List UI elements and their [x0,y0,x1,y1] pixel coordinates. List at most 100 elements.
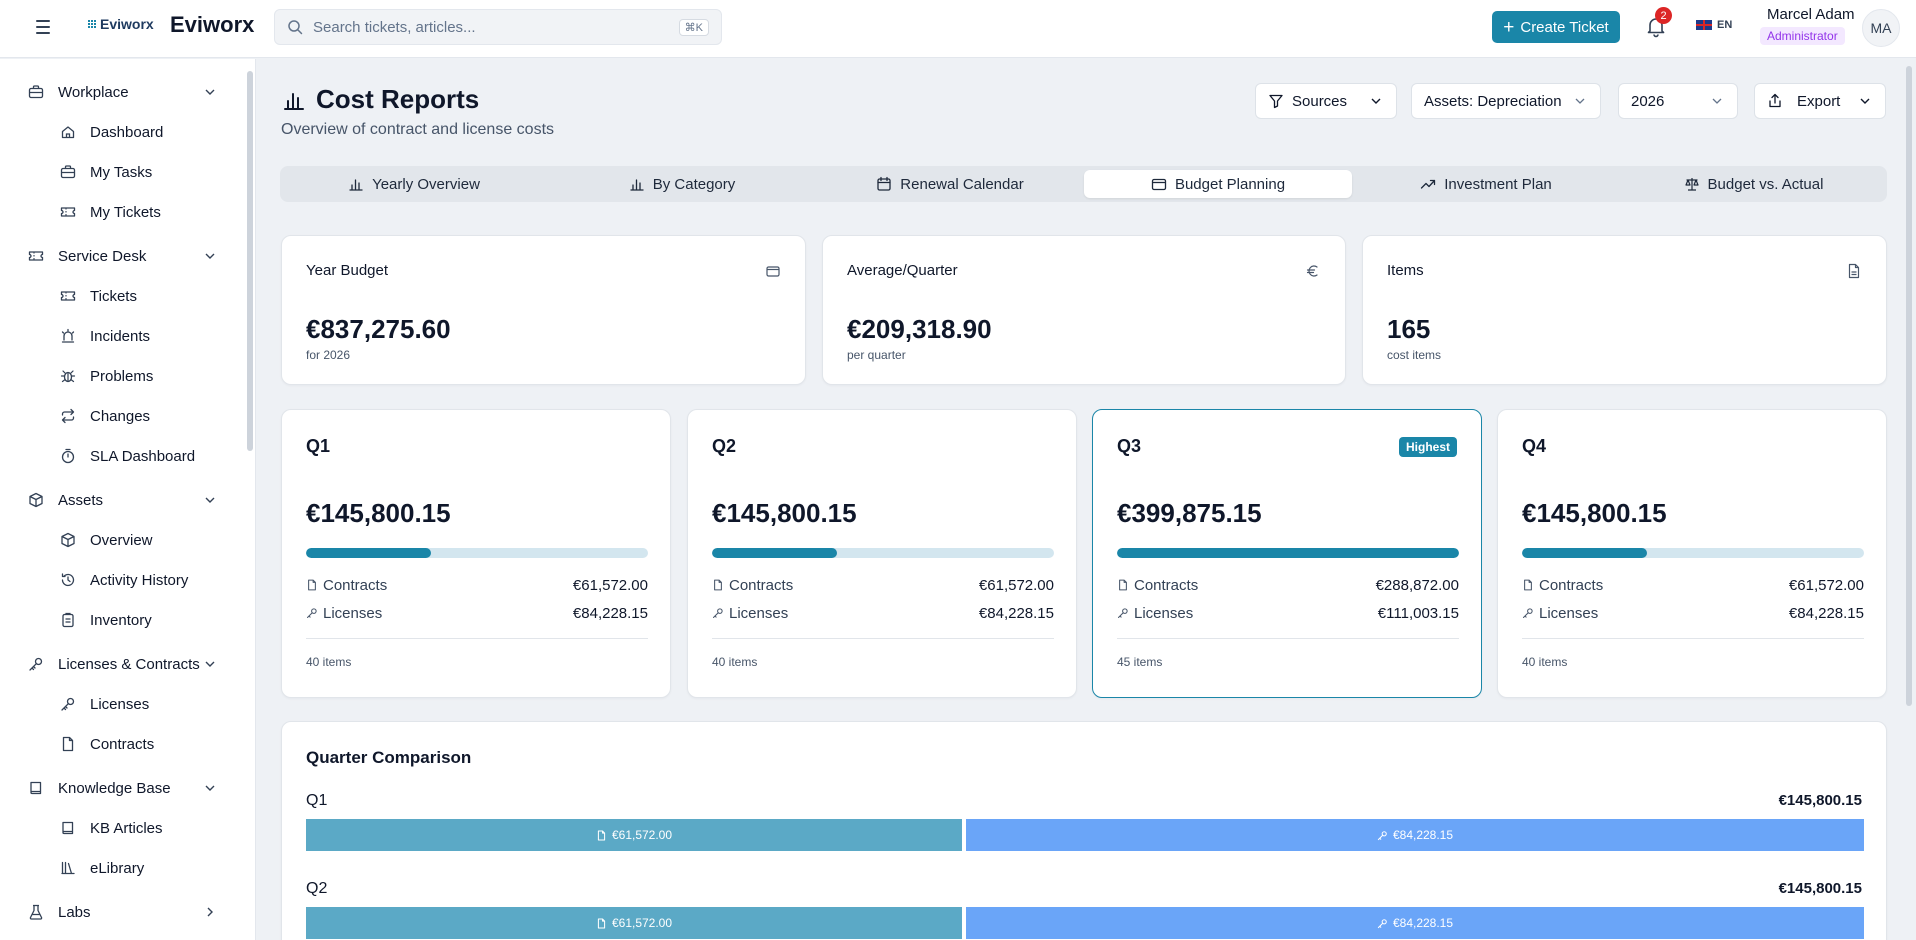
scale-icon [1684,178,1699,191]
sidebar: Workplace Dashboard My Tasks My Tickets … [0,59,256,940]
create-ticket-label: Create Ticket [1520,18,1609,36]
quarter-total: €145,800.15 [1522,498,1667,528]
quarter-contracts-row: Contracts €288,872.00 [1117,575,1459,595]
sidebar-item-overview[interactable]: Overview [60,528,153,552]
page-subtitle: Overview of contract and license costs [281,121,555,138]
sidebar-item-my-tickets[interactable]: My Tickets [60,200,161,224]
contracts-value: €61,572.00 [1788,576,1864,594]
sidebar-item-label: Dashboard [90,123,164,141]
search-box[interactable]: ⌘K [274,9,722,45]
sidebar-item-label: Licenses [90,695,150,713]
contracts-label: Contracts [1539,576,1604,594]
sidebar-item-sla-dashboard[interactable]: SLA Dashboard [60,444,195,468]
comparison-quarter-total: €145,800.15 [1778,880,1862,897]
sidebar-group-labs[interactable]: Labs [28,900,218,924]
flask-icon [29,904,43,920]
tab-investment-plan[interactable]: Investment Plan [1352,170,1620,198]
sidebar-item-contracts[interactable]: Contracts [60,732,154,756]
search-input[interactable] [313,18,673,36]
quarter-title: Q3 [1117,436,1142,456]
stat-subtext: for 2026 [306,348,351,362]
year-select[interactable]: 2026 [1618,83,1738,119]
divider [712,638,1054,639]
divider [306,638,648,639]
sidebar-item-label: Contracts [90,735,155,753]
quarter-licenses-row: Licenses €84,228.15 [306,603,648,623]
export-button[interactable]: Export [1754,83,1886,119]
sidebar-item-tickets[interactable]: Tickets [60,284,137,308]
tab-yearly-overview[interactable]: Yearly Overview [280,170,548,198]
quarter-progress-bar [1117,548,1459,558]
tab-renewal-calendar[interactable]: Renewal Calendar [816,170,1084,198]
sidebar-item-activity-history[interactable]: Activity History [60,568,188,592]
tab-budget-planning[interactable]: Budget Planning [1084,170,1352,198]
sidebar-item-elibrary[interactable]: eLibrary [60,856,144,880]
licenses-value: €84,228.15 [978,604,1054,622]
contracts-segment[interactable]: €61,572.00 [306,907,962,939]
sources-filter[interactable]: Sources [1255,83,1397,119]
ticket-icon [60,207,76,217]
sidebar-item-problems[interactable]: Problems [60,364,153,388]
licenses-value: €84,228.15 [1788,604,1864,622]
divider [1117,638,1459,639]
licenses-segment[interactable]: €84,228.15 [966,819,1864,851]
sidebar-group-workplace[interactable]: Workplace [28,80,218,104]
avatar[interactable]: MA [1862,9,1900,47]
logo[interactable]: Eviworx [88,16,154,32]
document-icon [714,579,722,591]
quarter-contracts-row: Contracts €61,572.00 [306,575,648,595]
sidebar-item-changes[interactable]: Changes [60,404,150,428]
language-label: EN [1717,19,1733,31]
create-ticket-button[interactable]: + Create Ticket [1492,11,1620,43]
tab-label: Yearly Overview [372,175,480,193]
page-title: Cost Reports [316,84,480,114]
bar-chart-icon [284,92,304,110]
sidebar-item-licenses[interactable]: Licenses [60,692,149,716]
briefcase-icon [60,165,76,179]
calendar-icon [877,176,891,191]
key-icon [1377,918,1387,928]
sidebar-group-label: Labs [58,903,91,921]
chevron-right-icon [207,907,213,917]
sidebar-item-label: Problems [90,367,154,385]
top-bar: Eviworx Eviworx ⌘K + Create Ticket 2 EN … [0,0,1916,58]
sidebar-item-kb-articles[interactable]: KB Articles [60,816,163,840]
contracts-label: Contracts [729,576,794,594]
main-scrollbar[interactable] [1906,66,1912,706]
chevron-down-icon [1575,98,1585,104]
sidebar-item-my-tasks[interactable]: My Tasks [60,160,152,184]
sidebar-group-licenses-contracts[interactable]: Licenses & Contracts [28,652,218,676]
user-role-badge: Administrator [1760,27,1845,45]
menu-toggle-icon[interactable] [32,16,54,38]
book-icon [62,821,74,835]
sidebar-group-service-desk[interactable]: Service Desk [28,244,218,268]
quarter-progress-bar [306,548,648,558]
sidebar-group-knowledge-base[interactable]: Knowledge Base [28,776,218,800]
sidebar-item-incidents[interactable]: Incidents [60,324,150,348]
chevron-down-icon [1712,98,1722,104]
sidebar-item-label: My Tickets [90,203,161,221]
contracts-segment[interactable]: €61,572.00 [306,819,962,851]
user-name: Marcel Adam [1767,6,1855,23]
quarter-total: €145,800.15 [306,498,451,528]
quarter-title: Q1 [306,436,331,456]
sidebar-item-inventory[interactable]: Inventory [60,608,152,632]
assets-mode-select[interactable]: Assets: Depreciation [1411,83,1601,119]
document-icon [1524,579,1532,591]
sidebar-item-dashboard[interactable]: Dashboard [60,120,163,144]
quarter-total: €399,875.15 [1117,498,1262,528]
brand-name: Eviworx [170,12,255,37]
contracts-segment-value: €61,572.00 [611,916,673,930]
tab-by-category[interactable]: By Category [548,170,816,198]
sidebar-group-assets[interactable]: Assets [28,488,218,512]
sidebar-group-label: Knowledge Base [58,779,171,797]
sidebar-scrollbar[interactable] [247,71,253,451]
licenses-segment[interactable]: €84,228.15 [966,907,1864,939]
language-switcher[interactable]: EN [1696,19,1732,31]
quarter-progress-fill [306,548,431,558]
search-shortcut: ⌘K [678,18,709,36]
tab-label: By Category [652,175,736,193]
tab-budget-vs-actual[interactable]: Budget vs. Actual [1620,170,1887,198]
quarter-contracts-row: Contracts €61,572.00 [1522,575,1864,595]
stat-card-year-budget: Year Budget €837,275.60 for 2026 [281,235,806,385]
